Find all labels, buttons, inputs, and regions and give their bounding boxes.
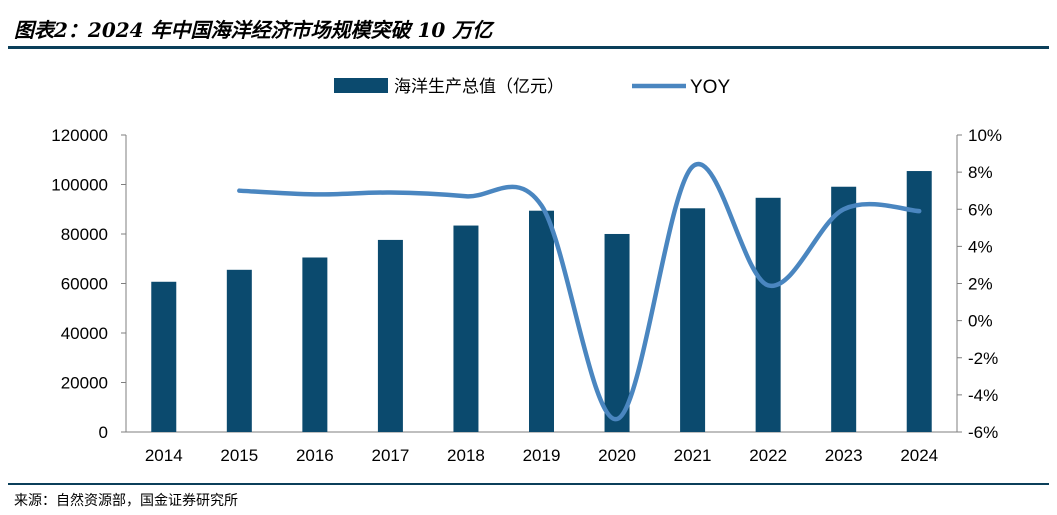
legend-line-label: YOY [690, 77, 730, 98]
y-left-tick-label: 120000 [51, 126, 108, 145]
x-tick-label: 2020 [598, 446, 636, 465]
x-tick-labels: 2014 2015 2016 2017 2018 2019 2020 2021 2022 2023… [145, 446, 938, 465]
bar-2018 [453, 225, 479, 432]
header-rule [8, 46, 1049, 49]
y-left-tick-labels: 0 20000 40000 60000 80000 100000 120000 [51, 126, 108, 442]
legend-bar-label: 海洋生产总值（亿元） [394, 77, 564, 96]
y-right-tick-label: 0% [968, 312, 993, 331]
y-right-tick-label: 8% [968, 163, 993, 182]
x-tick-label: 2023 [825, 446, 863, 465]
bars [151, 171, 932, 432]
chart-title: 图表2：2024 年中国海洋经济市场规模突破 10 万亿 [14, 18, 493, 42]
legend: 海洋生产总值（亿元） YOY [334, 77, 730, 98]
chart: 海洋生产总值（亿元） YOY 2014 2015 2016 2017 2018 2019 2… [51, 77, 1002, 465]
bar-2016 [302, 257, 328, 432]
source-note: 来源：自然资源部，国金证券研究所 [14, 493, 238, 509]
x-tick-label: 2016 [296, 446, 334, 465]
bar-2017 [377, 239, 403, 432]
x-tick-label: 2018 [447, 446, 485, 465]
x-tick-label: 2014 [145, 446, 183, 465]
bar-2024 [906, 171, 932, 432]
x-tick-label: 2022 [749, 446, 787, 465]
bar-2022 [755, 197, 781, 432]
y-right-tick-label: 2% [968, 275, 993, 294]
y-right-tick-labels: -6% -4% -2% 0% 2% 4% 6% 8% 10% [968, 126, 1002, 442]
y-left-tick-label: 20000 [61, 374, 108, 393]
y-right-tick-label: 10% [968, 126, 1002, 145]
footer-rule [8, 483, 1049, 485]
y-right-tick-label: 6% [968, 200, 993, 219]
bar-2021 [680, 208, 706, 432]
bar-2023 [831, 186, 857, 432]
yoy-line-layer [237, 161, 922, 422]
x-tick-label: 2019 [523, 446, 561, 465]
y-left-tick-label: 0 [99, 423, 108, 442]
legend-bar-swatch [334, 78, 388, 93]
yoy-line [237, 161, 922, 422]
y-left-tick-label: 80000 [61, 225, 108, 244]
bar-2019 [529, 210, 554, 432]
x-tick-label: 2021 [674, 446, 712, 465]
bar-2015 [226, 269, 252, 432]
y-left-tick-label: 60000 [61, 275, 108, 294]
y-left-tick-label: 100000 [51, 176, 108, 195]
y-right-tick-label: -2% [968, 349, 998, 368]
x-tick-label: 2015 [220, 446, 258, 465]
x-tick-label: 2017 [371, 446, 409, 465]
y-right-tick-label: -4% [968, 386, 998, 405]
bar-2020 [604, 233, 630, 432]
bar-2014 [151, 281, 177, 432]
x-tick-label: 2024 [900, 446, 938, 465]
y-right-tick-label: 4% [968, 237, 993, 256]
y-left-tick-label: 40000 [61, 324, 108, 343]
y-right-tick-label: -6% [968, 423, 998, 442]
